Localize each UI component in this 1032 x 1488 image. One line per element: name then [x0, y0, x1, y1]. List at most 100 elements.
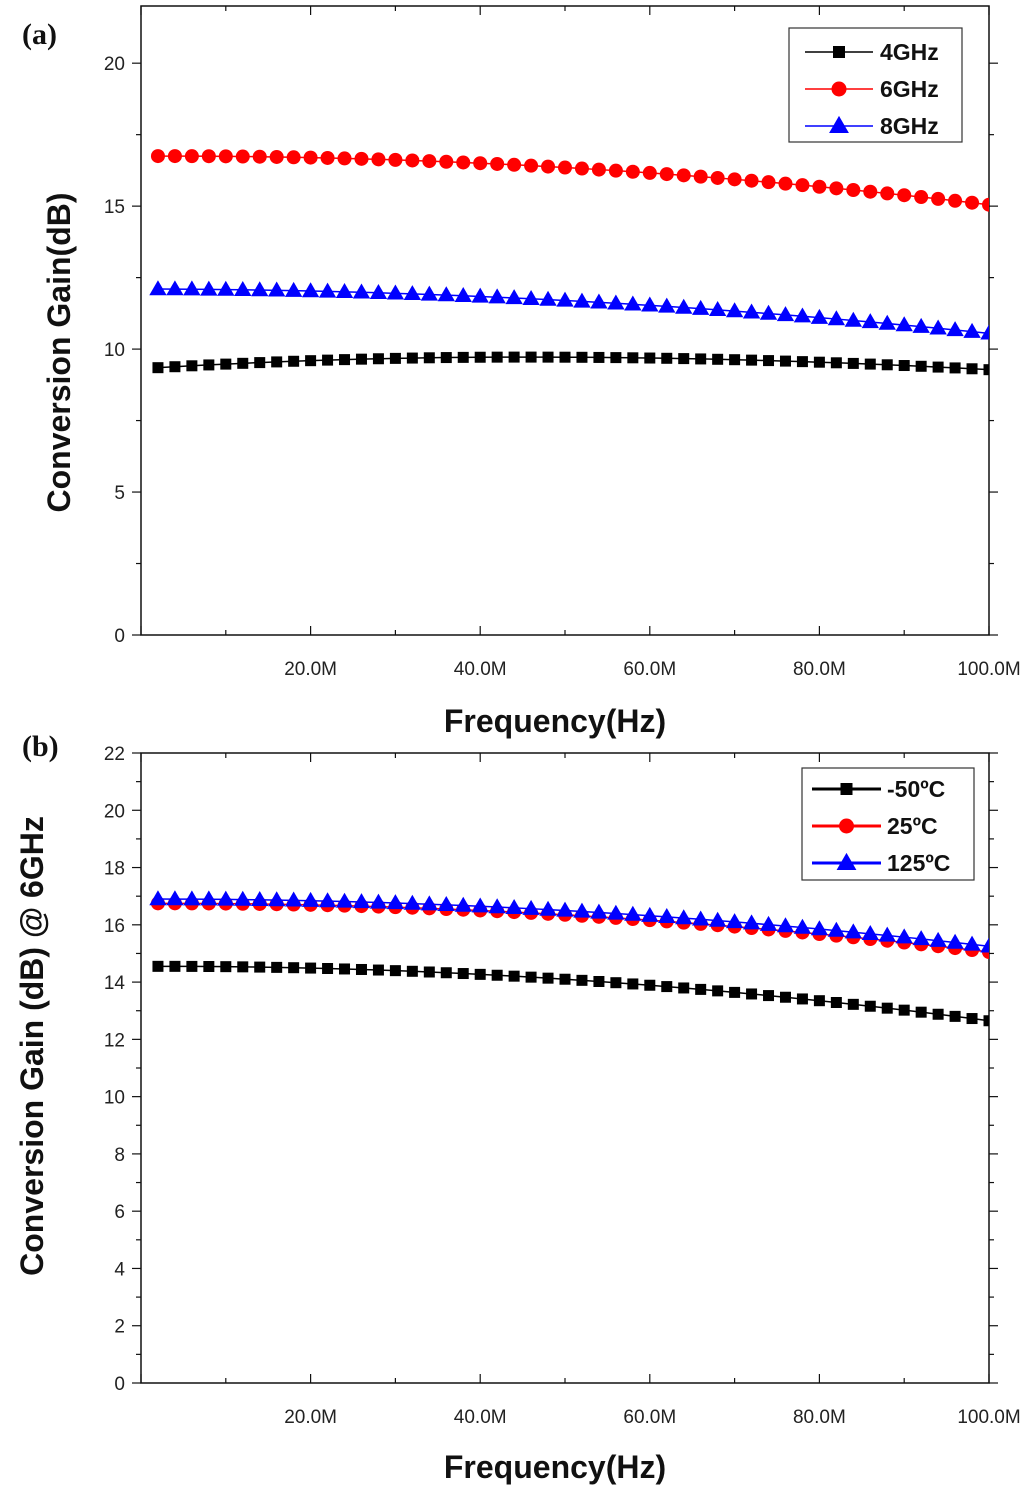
- data-point: [403, 894, 422, 910]
- data-point: [712, 985, 724, 997]
- data-point: [371, 152, 386, 167]
- data-point: [271, 961, 283, 973]
- data-point: [642, 165, 657, 180]
- data-point: [235, 149, 250, 164]
- data-point: [983, 1015, 989, 1027]
- data-point: [372, 353, 384, 365]
- data-point: [898, 1004, 910, 1016]
- data-point: [183, 280, 201, 296]
- series--50ºC: [152, 960, 989, 1027]
- data-point: [423, 966, 435, 978]
- data-point: [695, 353, 707, 365]
- y-tick-label: 10: [104, 340, 125, 361]
- data-point: [355, 963, 367, 975]
- data-point: [439, 154, 454, 169]
- data-point: [593, 975, 605, 987]
- data-point: [776, 306, 795, 322]
- data-point: [644, 979, 656, 991]
- data-point: [389, 352, 401, 364]
- data-point: [558, 160, 572, 175]
- legend-label: 125ºC: [887, 850, 950, 876]
- data-point: [982, 197, 989, 212]
- y-tick-label: 14: [104, 973, 126, 994]
- data-point: [946, 321, 964, 337]
- data-point: [542, 351, 554, 363]
- data-point: [983, 364, 989, 376]
- data-point: [813, 995, 825, 1007]
- data-point: [355, 353, 367, 365]
- data-point: [966, 363, 978, 375]
- data-point: [678, 353, 690, 365]
- data-point: [440, 967, 452, 979]
- data-point: [525, 971, 537, 983]
- x-tick-label: 40.0M: [454, 1407, 507, 1428]
- data-point: [627, 352, 639, 364]
- data-point: [793, 918, 812, 934]
- data-point: [915, 1006, 927, 1018]
- data-point: [761, 175, 776, 190]
- data-point: [524, 158, 539, 173]
- data-point: [251, 281, 269, 297]
- data-point: [641, 296, 659, 312]
- data-point: [184, 149, 199, 164]
- data-point: [864, 358, 876, 370]
- data-point: [898, 360, 910, 372]
- data-point: [708, 911, 727, 927]
- data-point: [339, 354, 351, 366]
- data-point: [861, 924, 879, 940]
- data-point: [318, 282, 337, 298]
- data-point: [301, 891, 320, 907]
- data-point: [474, 351, 486, 363]
- data-point: [830, 357, 842, 369]
- data-point: [932, 1008, 944, 1020]
- x-axis-title: Frequency(Hz): [444, 703, 666, 739]
- data-point: [457, 351, 469, 363]
- data-point: [386, 894, 405, 910]
- data-point: [844, 311, 862, 327]
- data-point: [966, 1013, 978, 1025]
- data-point: [369, 893, 388, 909]
- data-point: [234, 280, 252, 296]
- y-tick-label: 15: [104, 197, 125, 218]
- legend-label: 25ºC: [887, 813, 938, 839]
- legend-marker: [829, 115, 849, 134]
- chart-panel-a: 20.0M 40.0M 60.0M 80.0M 100.0M 0 5 10 15 20 Freque…: [22, 5, 1021, 739]
- y-axis-title: Conversion Gain (dB) @ 6GHz: [14, 816, 50, 1276]
- data-point: [864, 1000, 876, 1012]
- data-point: [437, 286, 455, 302]
- data-point: [710, 170, 725, 185]
- legend-label: 6GHz: [880, 76, 939, 102]
- legend-marker: [836, 852, 857, 871]
- y-tick-label: 20: [104, 801, 125, 822]
- data-point: [607, 294, 625, 310]
- legend: -50ºC 25ºC 125ºC: [801, 767, 975, 881]
- data-point: [812, 179, 827, 194]
- data-point: [949, 362, 961, 374]
- data-point: [573, 902, 591, 918]
- data-point: [271, 356, 283, 368]
- data-point: [963, 322, 981, 338]
- data-point: [423, 352, 435, 364]
- series-8GHz: [149, 280, 989, 340]
- data-point: [963, 935, 981, 951]
- data-point: [454, 896, 472, 912]
- data-point: [169, 960, 181, 972]
- y-tick-label: 12: [104, 1030, 125, 1051]
- data-point: [488, 898, 506, 914]
- legend-box: [801, 767, 975, 881]
- data-point: [573, 292, 591, 308]
- data-point: [167, 149, 182, 164]
- y-tick-label: 4: [114, 1259, 125, 1280]
- series-line: [157, 155, 989, 206]
- y-tick-label: 16: [104, 916, 125, 937]
- data-point: [829, 181, 844, 196]
- data-point: [591, 162, 606, 177]
- data-point: [352, 893, 371, 909]
- data-point: [542, 972, 554, 984]
- data-point: [539, 900, 557, 916]
- data-point: [830, 996, 842, 1008]
- data-point: [403, 285, 422, 301]
- data-point: [337, 151, 352, 166]
- data-point: [827, 921, 846, 937]
